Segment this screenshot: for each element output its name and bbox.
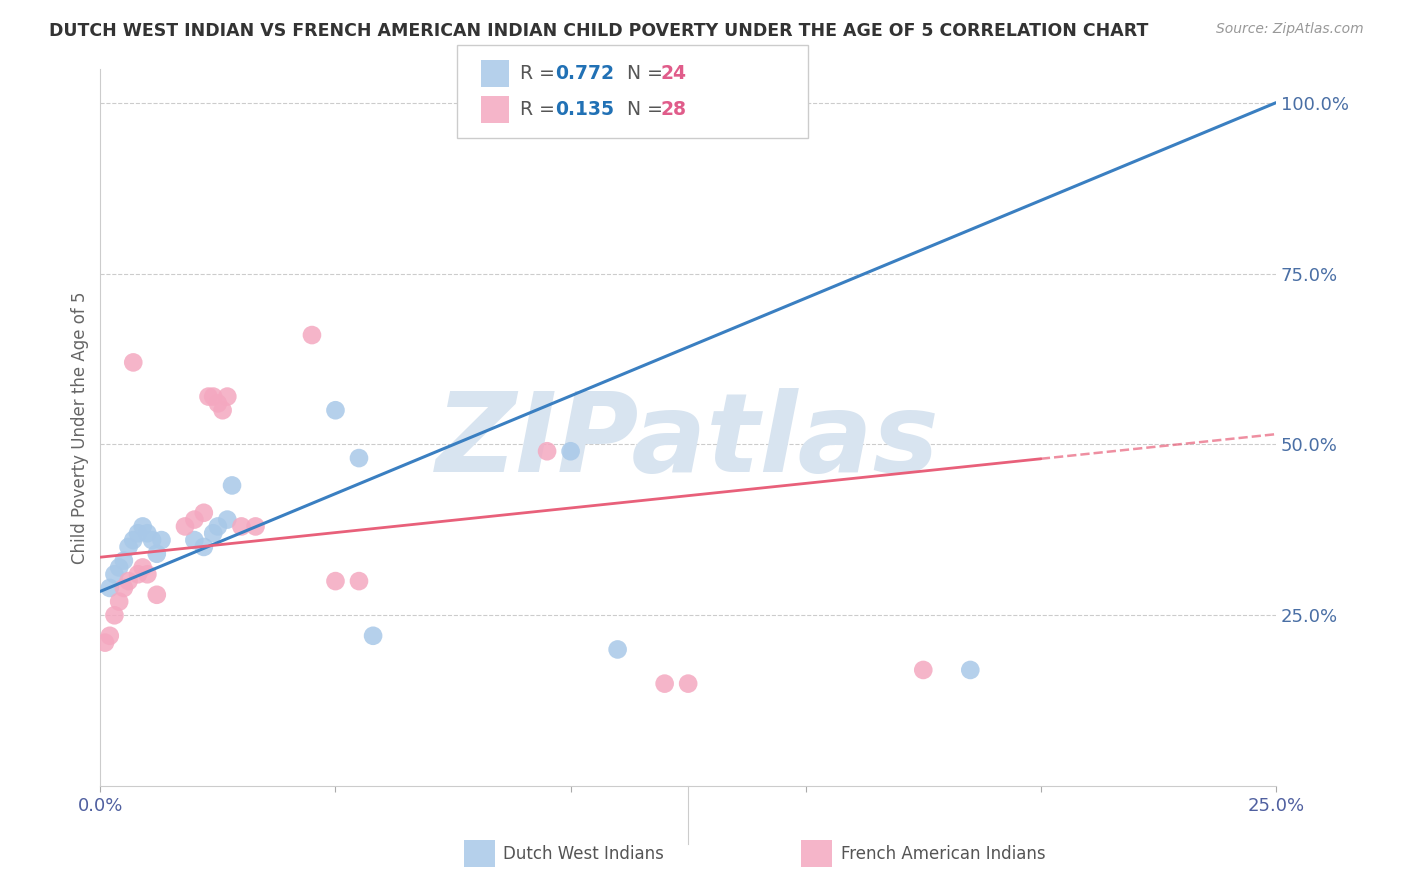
Point — [127, 526, 149, 541]
Text: 0.135: 0.135 — [555, 100, 614, 120]
Point — [606, 642, 628, 657]
Point — [131, 560, 153, 574]
Point — [193, 540, 215, 554]
Point — [217, 390, 239, 404]
Point — [150, 533, 173, 547]
Point — [197, 390, 219, 404]
Point — [231, 519, 253, 533]
Point — [217, 513, 239, 527]
Point — [183, 533, 205, 547]
Point — [193, 506, 215, 520]
Point — [202, 390, 225, 404]
Point — [174, 519, 197, 533]
Text: ZIPatlas: ZIPatlas — [436, 388, 941, 495]
Point — [560, 444, 582, 458]
Point — [536, 444, 558, 458]
Point — [301, 328, 323, 343]
Point — [117, 540, 139, 554]
Point — [207, 396, 229, 410]
Text: 0.772: 0.772 — [555, 63, 614, 83]
Point — [361, 629, 384, 643]
Point — [136, 526, 159, 541]
Point — [207, 519, 229, 533]
Point — [98, 581, 121, 595]
Point — [959, 663, 981, 677]
Text: 28: 28 — [661, 100, 686, 120]
Point — [122, 355, 145, 369]
Point — [117, 574, 139, 588]
Text: N =: N = — [609, 63, 669, 83]
Point — [94, 635, 117, 649]
Point — [325, 574, 347, 588]
Point — [122, 533, 145, 547]
Point — [103, 567, 125, 582]
Text: R =: R = — [520, 63, 561, 83]
Point — [108, 594, 131, 608]
Point — [108, 560, 131, 574]
Text: Dutch West Indians: Dutch West Indians — [503, 845, 664, 863]
Point — [112, 553, 135, 567]
Point — [347, 574, 370, 588]
Text: DUTCH WEST INDIAN VS FRENCH AMERICAN INDIAN CHILD POVERTY UNDER THE AGE OF 5 COR: DUTCH WEST INDIAN VS FRENCH AMERICAN IND… — [49, 22, 1149, 40]
Point — [676, 676, 699, 690]
Point — [325, 403, 347, 417]
Point — [131, 519, 153, 533]
Point — [103, 608, 125, 623]
Y-axis label: Child Poverty Under the Age of 5: Child Poverty Under the Age of 5 — [72, 291, 89, 564]
Text: French American Indians: French American Indians — [841, 845, 1046, 863]
Point — [347, 451, 370, 466]
Text: R =: R = — [520, 100, 561, 120]
Point — [183, 513, 205, 527]
Point — [654, 676, 676, 690]
Point — [136, 567, 159, 582]
Point — [146, 547, 169, 561]
Point — [146, 588, 169, 602]
Text: 24: 24 — [661, 63, 686, 83]
Point — [221, 478, 243, 492]
Point — [141, 533, 163, 547]
Point — [127, 567, 149, 582]
Point — [211, 403, 233, 417]
Point — [112, 581, 135, 595]
Point — [245, 519, 267, 533]
Point — [98, 629, 121, 643]
Text: N =: N = — [609, 100, 669, 120]
Text: Source: ZipAtlas.com: Source: ZipAtlas.com — [1216, 22, 1364, 37]
Point — [202, 526, 225, 541]
Point — [912, 663, 935, 677]
